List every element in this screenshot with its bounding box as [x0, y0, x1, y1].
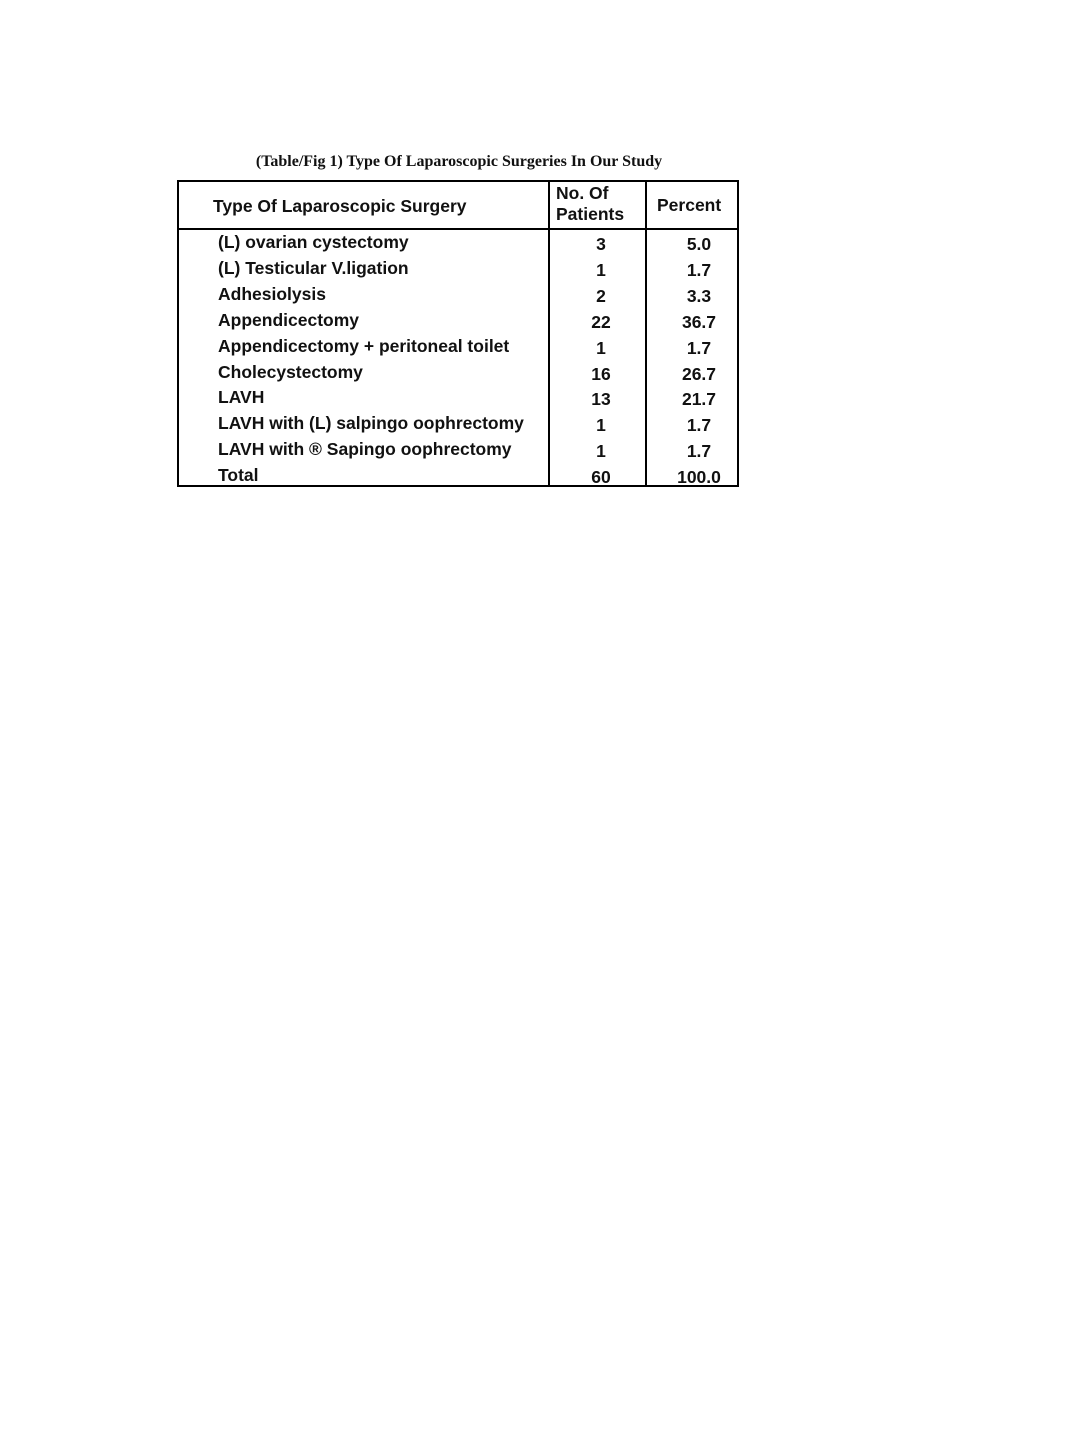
cell-patients: 1	[596, 415, 606, 436]
cell-patients: 22	[591, 311, 611, 332]
header-divider	[179, 228, 737, 230]
cell-percent: 5.0	[686, 234, 712, 254]
cell-percent: 36.7	[681, 311, 717, 332]
cell-percent: 100.0	[677, 467, 721, 488]
column-divider	[645, 182, 647, 485]
cell-type: Adhesiolysis	[218, 283, 326, 304]
cell-patients: 1	[596, 441, 606, 462]
cell-type: LAVH	[218, 387, 265, 408]
cell-patients: 16	[591, 363, 611, 384]
cell-patients: 1	[596, 337, 606, 358]
cell-patients: 13	[591, 389, 611, 410]
cell-percent: 1.7	[686, 259, 712, 280]
header-patients-line2: Patients	[556, 204, 625, 224]
header-percent: Percent	[657, 195, 722, 215]
cell-type: Appendicectomy + peritoneal toilet	[218, 335, 510, 356]
cell-type: Total	[218, 465, 259, 486]
column-divider	[548, 182, 550, 485]
cell-type: (L) ovarian cystectomy	[218, 232, 409, 252]
surgery-table: Type Of Laparoscopic Surgery No. Of Pati…	[177, 180, 739, 487]
cell-patients: 1	[596, 259, 606, 280]
header-patients-line1: No. Of	[556, 183, 609, 203]
cell-patients: 3	[596, 234, 606, 254]
cell-type: Appendicectomy	[218, 309, 359, 330]
header-type: Type Of Laparoscopic Surgery	[213, 196, 467, 216]
cell-type: LAVH with ® Sapingo oophrectomy	[218, 439, 512, 460]
cell-type: (L) Testicular V.ligation	[218, 257, 409, 278]
cell-percent: 26.7	[681, 363, 717, 384]
cell-patients: 60	[591, 467, 611, 488]
table-title: (Table/Fig 1) Type Of Laparoscopic Surge…	[255, 153, 663, 170]
cell-percent: 1.7	[686, 415, 712, 436]
cell-percent: 21.7	[681, 389, 717, 410]
cell-type: Cholecystectomy	[218, 361, 363, 382]
cell-percent: 1.7	[686, 441, 712, 462]
cell-patients: 2	[596, 285, 606, 306]
cell-type: LAVH with (L) salpingo oophrectomy	[218, 413, 524, 434]
header-patients: No. Of Patients	[556, 183, 624, 225]
cell-percent: 3.3	[686, 285, 712, 306]
cell-percent: 1.7	[686, 337, 712, 358]
